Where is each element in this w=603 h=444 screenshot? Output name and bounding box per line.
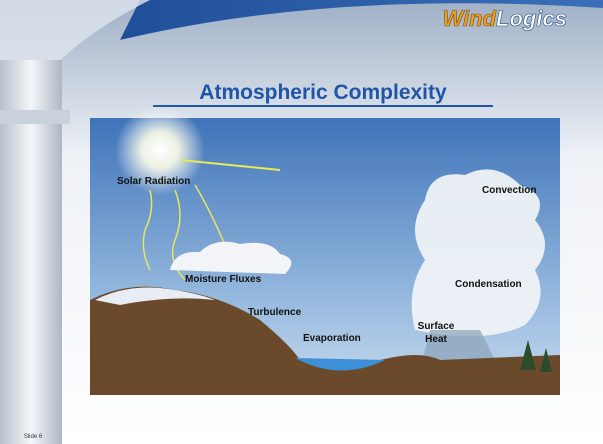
logo-wind: Wind [442, 6, 496, 31]
illustration-label: Evaporation [303, 333, 361, 344]
illustration-label: Turbulence [248, 307, 302, 318]
illustration-label: Heat [425, 334, 447, 345]
slide-title: Atmospheric Complexity [199, 81, 447, 104]
tower-ring [0, 110, 70, 124]
illustration-label: Condensation [455, 279, 522, 290]
illustration [90, 105, 560, 395]
illustration-label: Moisture Fluxes [185, 274, 262, 285]
slide: Wind Logics Atmospheric Complexity Solar… [0, 0, 603, 444]
slide-number: Slide 6 [24, 434, 43, 440]
illustration-label: Solar Radiation [117, 176, 190, 187]
illustration-label: Surface [418, 321, 455, 332]
logo-logics: Logics [496, 6, 567, 31]
illustration-label: Convection [482, 185, 536, 196]
